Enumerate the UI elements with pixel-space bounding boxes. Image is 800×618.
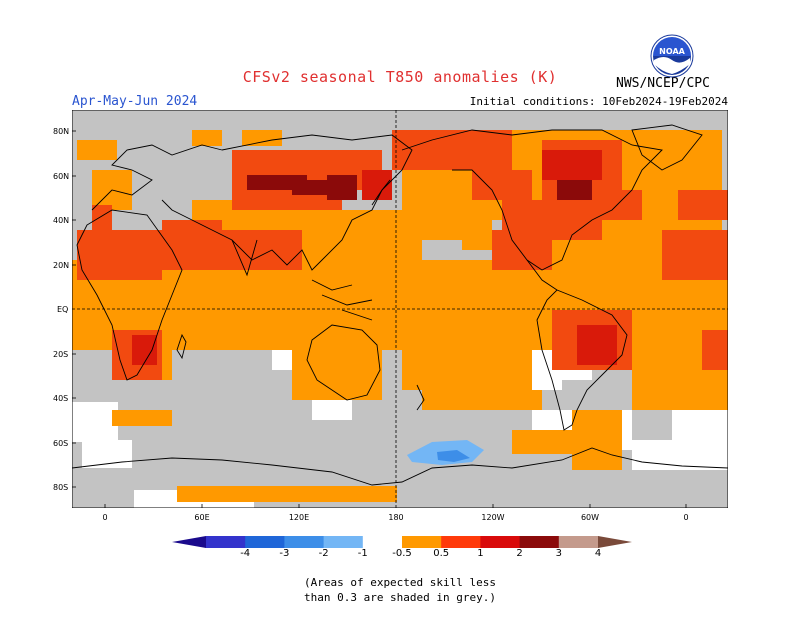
anomaly-negative — [407, 440, 484, 465]
legend-label: 3 — [555, 548, 562, 559]
lat-label-60s: 60S — [53, 439, 69, 448]
lat-label-80s: 80S — [53, 483, 69, 492]
noaa-logo-text: NOAA — [659, 47, 685, 56]
initial-conditions: Initial conditions: 10Feb2024-19Feb2024 — [469, 95, 728, 108]
legend-swatch-max — [598, 536, 632, 548]
lat-label-eq: EQ — [57, 305, 69, 314]
lat-label-20n: 20N — [53, 261, 70, 270]
map-title: CFSv2 seasonal T850 anomalies (K) — [242, 68, 558, 86]
legend-swatch — [480, 536, 521, 548]
lat-label-40n: 40N — [53, 216, 70, 225]
legend-swatch — [519, 536, 560, 548]
lon-label-0-left: 0 — [102, 513, 108, 522]
legend-label: 0.5 — [433, 548, 450, 559]
lon-label-60w: 60W — [580, 513, 600, 522]
legend-swatch-min — [172, 536, 206, 548]
skill-note-line2: than 0.3 are shaded in grey.) — [303, 591, 497, 604]
legend-label: -2 — [318, 548, 329, 559]
legend-label: 1 — [477, 548, 484, 559]
legend-swatch — [206, 536, 246, 548]
legend-label: -3 — [279, 548, 290, 559]
noaa-logo: NOAA — [650, 34, 694, 78]
legend-label: 4 — [594, 548, 602, 559]
lon-label-60e: 60E — [194, 513, 210, 522]
skill-note-line1: (Areas of expected skill less — [303, 576, 497, 589]
coastlines — [72, 124, 728, 486]
lon-label-120e: 120E — [288, 513, 310, 522]
lat-label-60n: 60N — [53, 172, 70, 181]
lat-label-80n: 80N — [53, 127, 70, 136]
legend-label: -1 — [357, 548, 368, 559]
axis-ticks — [72, 130, 687, 508]
forecast-period: Apr-May-Jun 2024 — [72, 94, 198, 109]
lat-label-20s: 20S — [53, 350, 69, 359]
legend-swatch — [323, 536, 364, 548]
legend-label: 2 — [516, 548, 523, 559]
legend-label: -4 — [240, 548, 251, 559]
lon-label-120w: 120W — [481, 513, 505, 522]
legend-swatch — [402, 536, 442, 548]
legend-label: -0.5 — [392, 548, 412, 559]
anomaly-red — [132, 150, 617, 365]
legend-swatch — [558, 536, 599, 548]
legend-swatch — [284, 536, 325, 548]
lon-label-180: 180 — [388, 513, 404, 522]
lat-label-40s: 40S — [53, 394, 69, 403]
legend-swatch — [441, 536, 481, 548]
lon-label-0-right: 0 — [683, 513, 689, 522]
color-legend-bar — [172, 536, 632, 548]
agency-label: NWS/NCEP/CPC — [616, 76, 710, 91]
legend-swatch — [245, 536, 285, 548]
anomaly-map — [72, 110, 728, 508]
legend-swatch — [362, 536, 403, 548]
